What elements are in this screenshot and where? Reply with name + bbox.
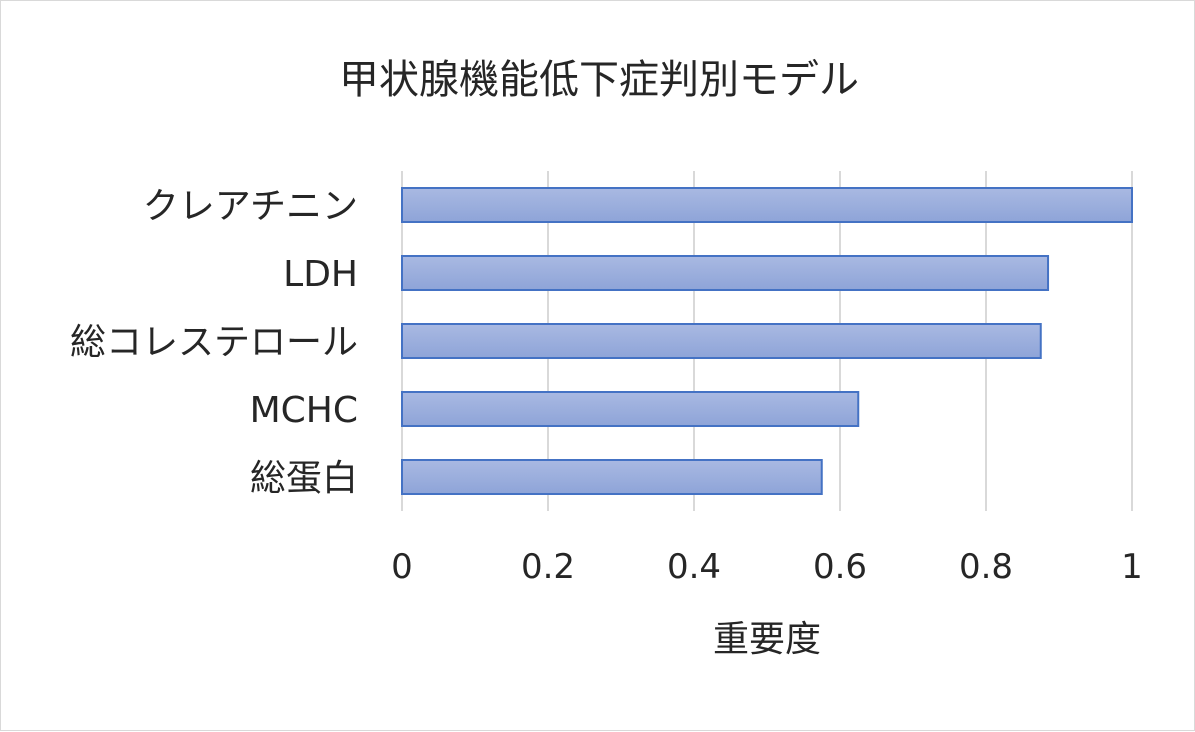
x-tick-label: 0.8 xyxy=(959,547,1013,587)
category-label: MCHC xyxy=(250,390,358,431)
category-label: クレアチニン xyxy=(143,186,358,227)
chart-title: 甲状腺機能低下症判別モデル xyxy=(339,57,859,103)
x-tick-labels: 0 0.2 0.4 0.6 0.8 1 xyxy=(391,547,1143,587)
category-label: LDH xyxy=(283,254,358,295)
bar xyxy=(401,391,860,427)
bar xyxy=(401,323,1042,359)
category-labels: クレアチニン LDH 総コレステロール MCHC 総蛋白 xyxy=(70,186,358,499)
x-tick-label: 0.6 xyxy=(813,547,867,587)
x-tick-label: 0 xyxy=(391,547,413,587)
x-tick-label: 0.4 xyxy=(667,547,721,587)
bar xyxy=(401,255,1050,291)
category-label: 総蛋白 xyxy=(250,458,358,499)
x-tick-label: 1 xyxy=(1121,547,1143,587)
bars xyxy=(401,187,1133,495)
bar xyxy=(401,459,823,495)
x-axis-title: 重要度 xyxy=(713,619,821,660)
category-label: 総コレステロール xyxy=(70,322,358,363)
x-tick-label: 0.2 xyxy=(521,547,575,587)
bar xyxy=(401,187,1133,223)
